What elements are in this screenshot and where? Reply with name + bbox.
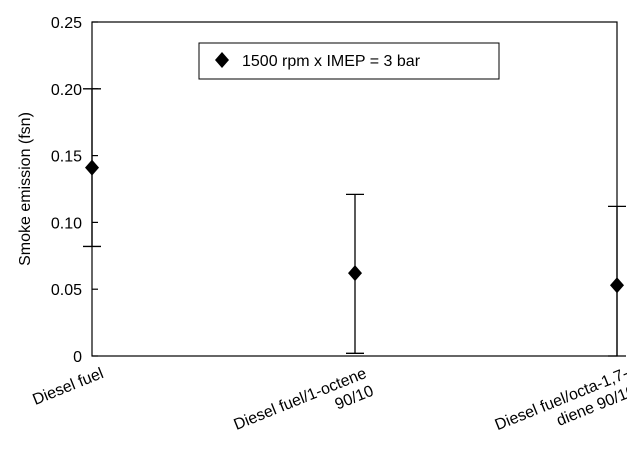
series	[83, 88, 626, 357]
data-point-diamond	[348, 265, 362, 282]
x-tick-label: Diesel fuel	[30, 365, 106, 409]
x-axis: Diesel fuel Diesel fuel/1-octene90/10 Dies…	[30, 365, 627, 452]
y-tick-label: 0.10	[51, 215, 82, 232]
y-axis: 0 0.05 0.10 0.15 0.20 0.25	[51, 15, 98, 366]
legend-box	[198, 42, 500, 80]
y-tick-label: 0	[73, 349, 82, 366]
y-axis-label: Smoke emission (fsn)	[17, 112, 34, 266]
data-point-diamond	[85, 159, 99, 176]
x-tick-label: Diesel fuel/octa-1,7-diene 90/10	[493, 365, 627, 452]
legend: 1500 rpm x IMEP = 3 bar	[198, 42, 500, 80]
svg-text:Diesel fuel: Diesel fuel	[30, 365, 106, 409]
y-tick-label: 0.05	[51, 282, 82, 299]
svg-text:Diesel fuel/1-octene90/10: Diesel fuel/1-octene90/10	[232, 365, 377, 451]
legend-diamond-marker	[215, 52, 229, 68]
y-tick-label: 0.25	[51, 15, 82, 32]
y-tick-label: 0.15	[51, 149, 82, 166]
legend-label: 1500 rpm x IMEP = 3 bar	[242, 53, 421, 70]
y-tick-label: 0.20	[51, 82, 82, 99]
data-point-diamond	[610, 277, 624, 294]
x-tick-label: Diesel fuel/1-octene90/10	[232, 365, 377, 451]
svg-text:Diesel fuel/octa-1,7-diene 90/: Diesel fuel/octa-1,7-diene 90/10	[493, 365, 627, 452]
